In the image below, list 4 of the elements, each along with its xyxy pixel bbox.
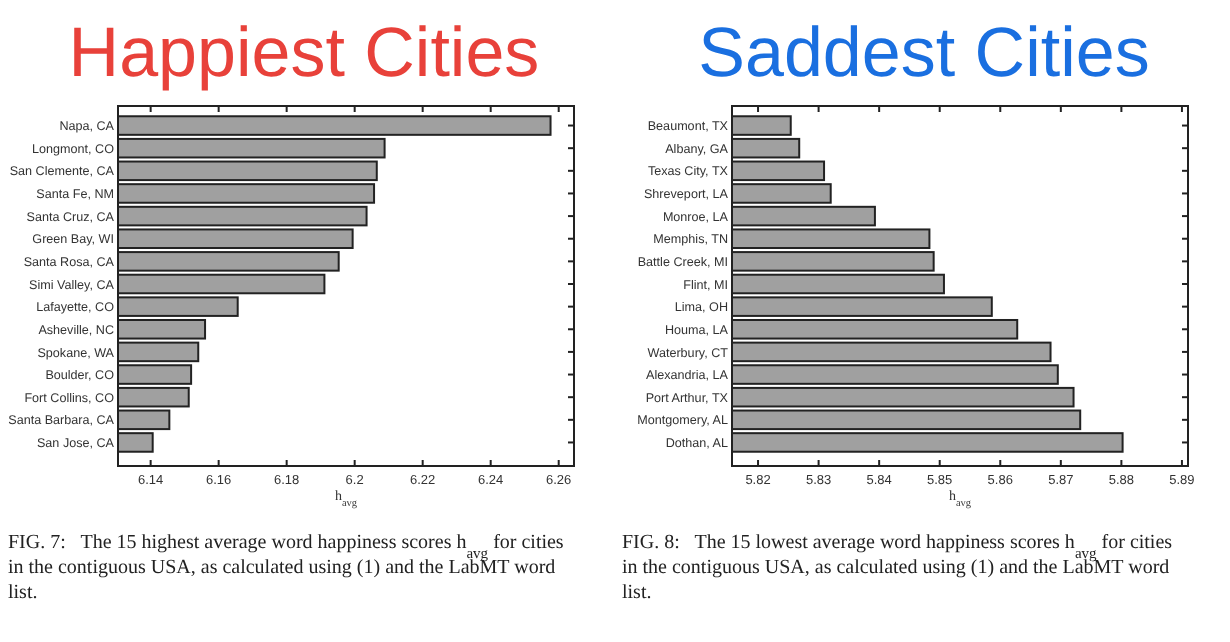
caption: FIG. 8: The 15 lowest average word happiness scores h$_{avg}$ for cities in the contiguous USA, as calculated using (1) and the LabMT word list. (622, 532, 1173, 604)
chart-title: Saddest Cities (698, 14, 1150, 92)
chart-title: Happiest Cities (68, 14, 540, 92)
caption: FIG. 7: The 15 highest average word happiness scores h$_{avg}$ for cities in the contiguous USA, as calculated using (1) and the LabMT word list. (8, 532, 564, 604)
